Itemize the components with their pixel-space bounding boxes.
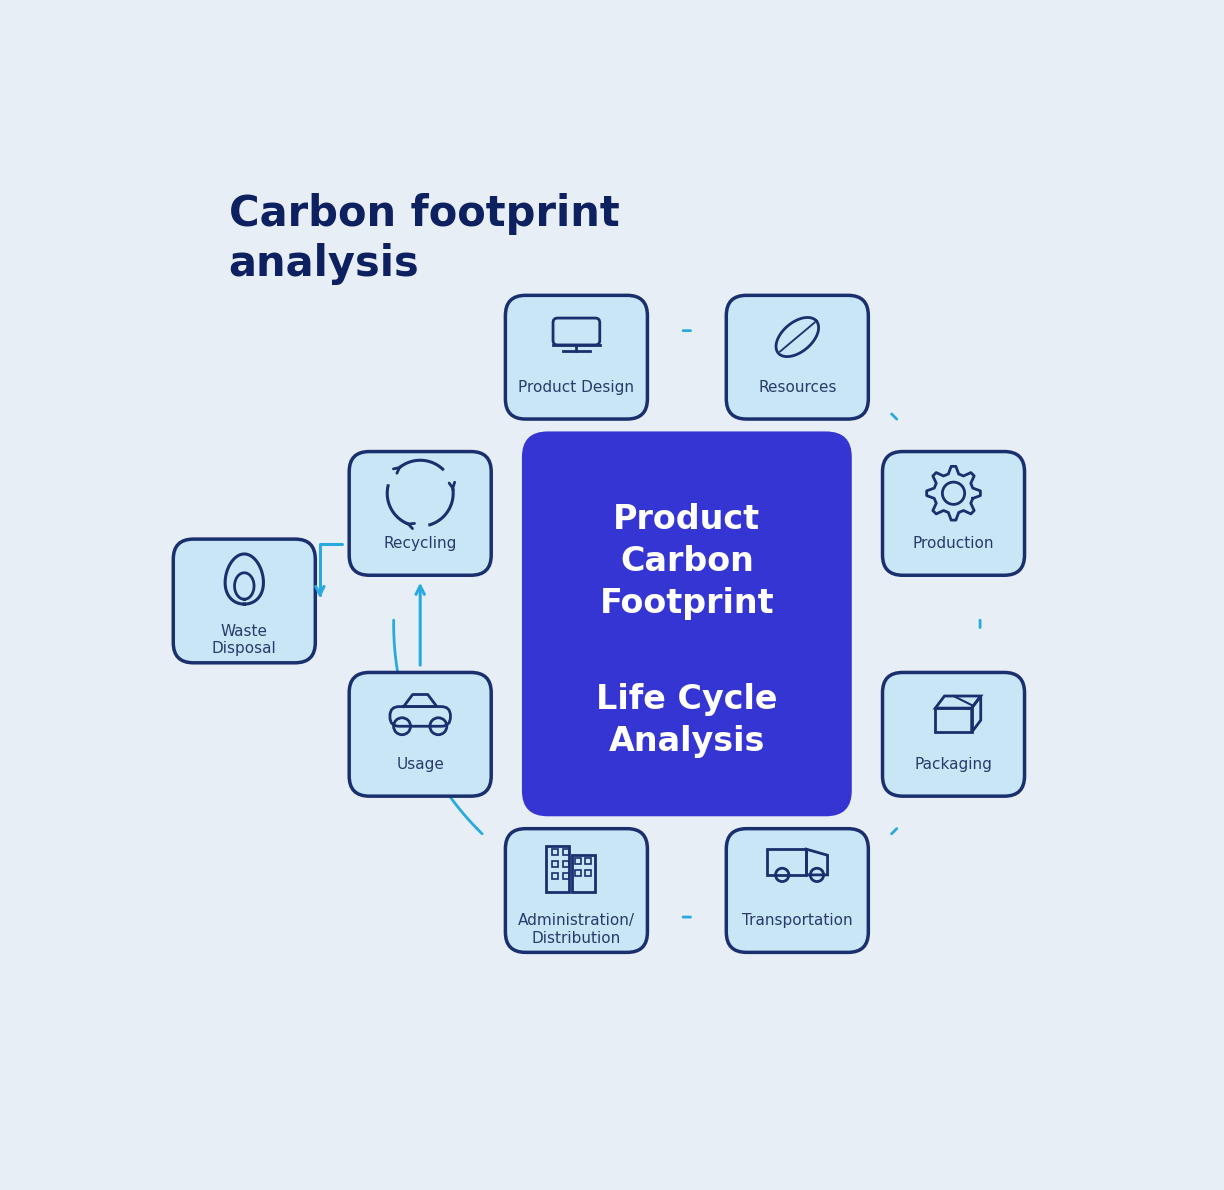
Text: Product
Carbon
Footprint: Product Carbon Footprint (600, 503, 774, 620)
Bar (563, 860, 569, 868)
Bar (572, 856, 595, 891)
Text: Recycling: Recycling (383, 537, 457, 551)
Bar (552, 860, 558, 868)
FancyBboxPatch shape (506, 295, 647, 419)
Bar (552, 872, 558, 879)
Text: Waste
Disposal: Waste Disposal (212, 624, 277, 656)
Bar (575, 870, 581, 876)
FancyBboxPatch shape (726, 295, 868, 419)
Text: Resources: Resources (758, 380, 836, 395)
Text: Administration/
Distribution: Administration/ Distribution (518, 914, 635, 946)
Bar (563, 872, 569, 879)
Bar (575, 858, 581, 864)
Text: Carbon footprint
analysis: Carbon footprint analysis (229, 193, 619, 286)
FancyBboxPatch shape (349, 451, 491, 575)
Text: Life Cycle
Analysis: Life Cycle Analysis (596, 683, 777, 758)
FancyBboxPatch shape (726, 828, 868, 952)
Bar (563, 848, 569, 856)
Bar (546, 846, 569, 891)
FancyBboxPatch shape (349, 672, 491, 796)
Text: Product Design: Product Design (519, 380, 634, 395)
Text: Packaging: Packaging (914, 757, 993, 772)
FancyBboxPatch shape (506, 828, 647, 952)
Text: Transportation: Transportation (742, 914, 853, 928)
Text: Production: Production (913, 537, 994, 551)
FancyBboxPatch shape (883, 672, 1024, 796)
FancyBboxPatch shape (883, 451, 1024, 575)
Bar (585, 870, 591, 876)
Bar (552, 848, 558, 856)
Text: Usage: Usage (397, 757, 444, 772)
FancyBboxPatch shape (174, 539, 316, 663)
FancyBboxPatch shape (521, 432, 852, 816)
Bar (585, 858, 591, 864)
